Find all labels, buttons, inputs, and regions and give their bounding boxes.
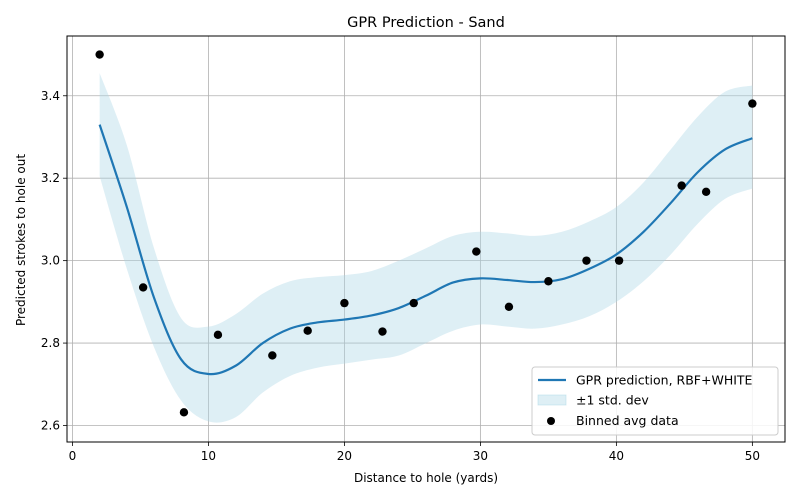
data-point — [544, 277, 553, 286]
data-point — [614, 256, 624, 265]
y-tick-label: 3.2 — [41, 171, 60, 185]
data-point — [303, 326, 312, 335]
y-tick-label: 3.0 — [41, 254, 60, 268]
x-tick-label: 30 — [473, 449, 488, 463]
x-axis-label: Distance to hole (yards) — [354, 471, 498, 485]
binned-avg-points — [95, 50, 757, 417]
y-tick-label: 2.8 — [41, 336, 60, 350]
std-dev-band — [99, 73, 753, 423]
plot-frame — [66, 35, 786, 443]
legend-label-std-dev: ±1 std. dev — [576, 393, 649, 408]
legend-box — [531, 366, 779, 436]
chart-title: GPR Prediction - Sand — [347, 15, 505, 31]
x-tick-label: 10 — [201, 449, 216, 463]
prediction-line — [98, 124, 753, 376]
y-tick-label: 3.4 — [41, 89, 60, 103]
data-point — [213, 330, 223, 340]
data-point — [504, 302, 514, 312]
legend-marker-swatch — [547, 417, 555, 425]
legend-band-swatch — [537, 394, 567, 406]
data-point — [409, 298, 418, 308]
x-axis-ticks: 0 10 20 30 40 50 — [69, 442, 760, 463]
data-point — [677, 181, 686, 190]
data-point — [582, 256, 591, 265]
data-point — [179, 408, 189, 417]
x-tick-label: 0 — [69, 449, 77, 463]
legend: GPR prediction, RBF+WHITE ±1 std. dev Bi… — [531, 366, 779, 436]
y-axis-label: Predicted strokes to hole out — [14, 154, 28, 326]
x-tick-label: 20 — [337, 449, 352, 463]
data-point — [138, 283, 148, 292]
legend-label-binned: Binned avg data — [576, 413, 679, 428]
data-point — [268, 351, 277, 360]
x-tick-label: 50 — [745, 449, 760, 463]
std-dev-band-area — [99, 73, 753, 423]
legend-label-prediction: GPR prediction, RBF+WHITE — [576, 373, 753, 388]
y-axis-ticks: 2.6 2.8 3.0 3.2 3.4 — [41, 89, 67, 433]
y-tick-label: 2.6 — [41, 419, 60, 433]
data-point — [701, 187, 711, 197]
x-tick-label: 40 — [609, 449, 624, 463]
data-point — [340, 298, 349, 308]
data-point — [472, 247, 481, 256]
data-point — [378, 327, 387, 336]
gpr-prediction-line — [98, 124, 753, 376]
data-point — [748, 99, 757, 108]
data-point — [95, 50, 104, 59]
